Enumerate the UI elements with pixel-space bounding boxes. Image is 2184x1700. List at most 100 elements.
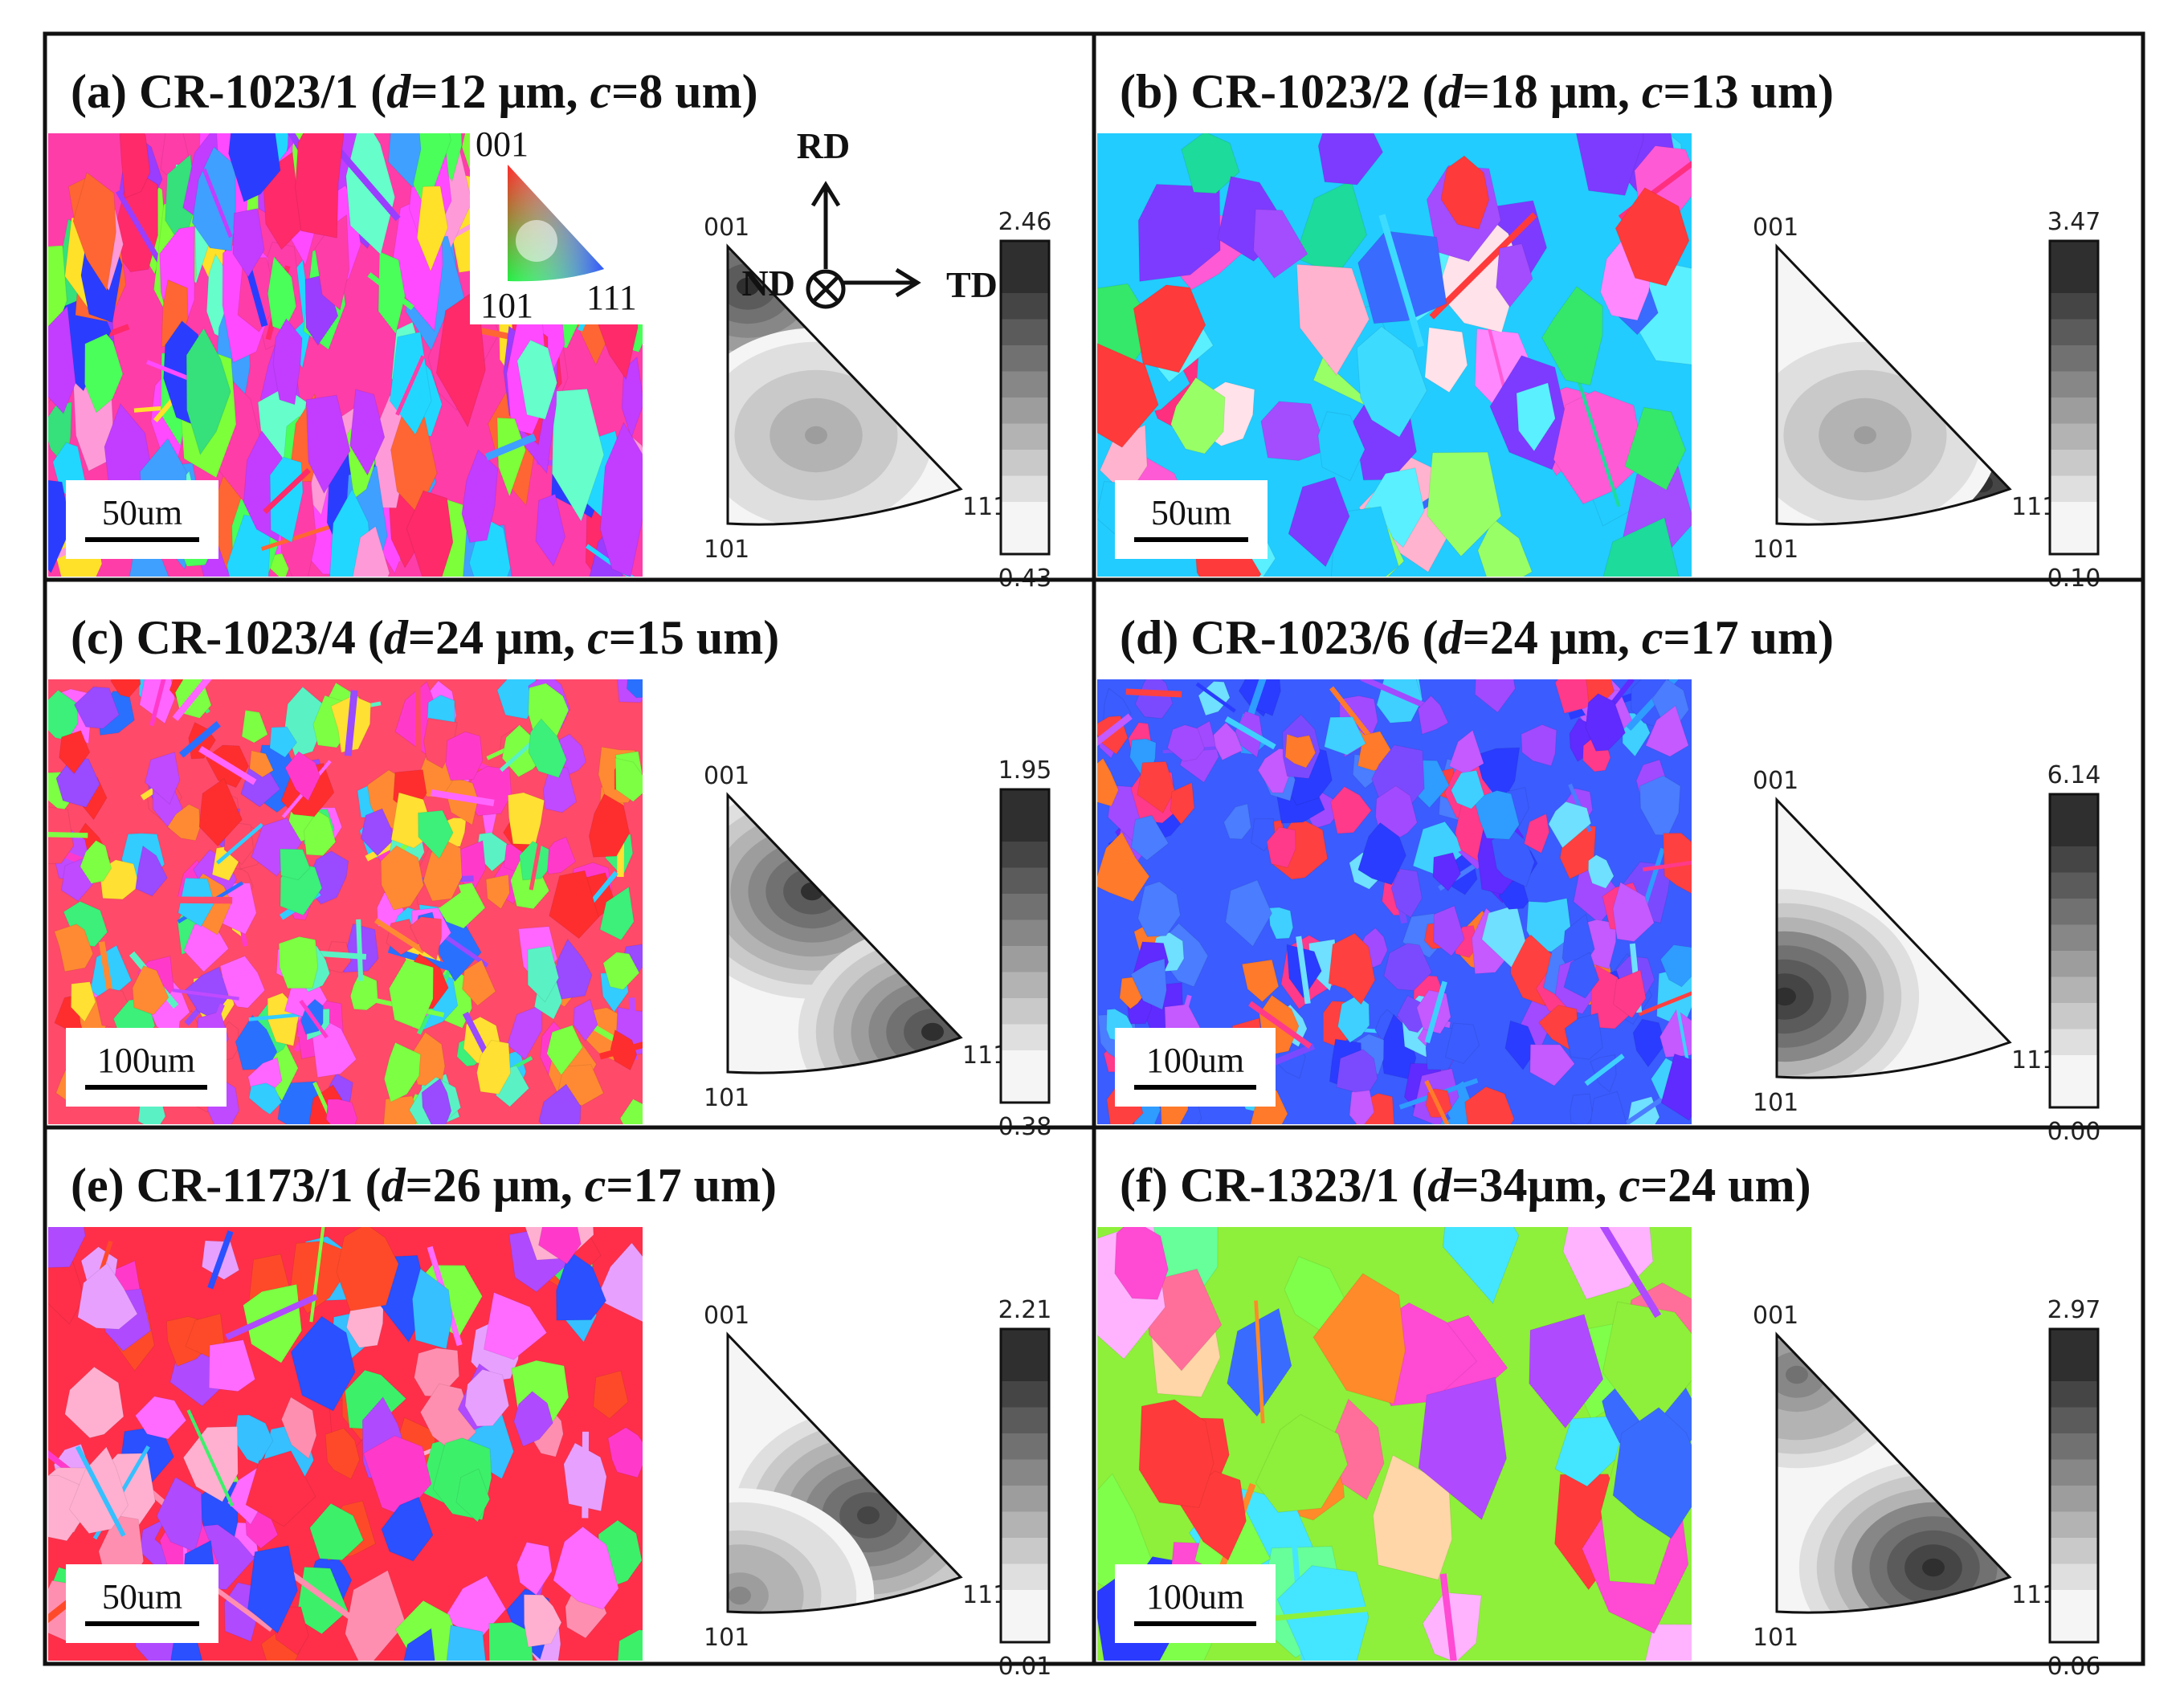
nd-cross-icon (806, 269, 846, 309)
panel-title: (f) CR-1323/1 (d=34μm, c=24 um) (1120, 1159, 1811, 1212)
ipf-label-001: 001 (704, 762, 749, 790)
d-symbol: d (1439, 611, 1463, 664)
axis-td-label: TD (946, 264, 998, 305)
ipf-color-key: 001 101 111 (470, 122, 647, 325)
ipf-outline (726, 1331, 963, 1614)
ipf-label-101: 101 (704, 536, 749, 564)
ipf-label-001: 001 (1753, 767, 1798, 795)
intensity-colorbar: 6.14 0.00 (2047, 761, 2101, 1146)
panel-title: (c) CR-1023/4 (d=24 μm, c=15 um) (71, 611, 779, 664)
c-value: =13 um) (1663, 65, 1834, 118)
ipf-outline (1775, 243, 2012, 526)
colorbar-max-label: 2.21 (998, 1296, 1052, 1324)
scale-bar-label: 100um (1146, 1041, 1244, 1080)
intensity-colorbar: 2.21 0.01 (998, 1296, 1052, 1681)
colorbar-min-label: 0.00 (2047, 1118, 2101, 1146)
ipf-label-101: 101 (1753, 536, 1798, 564)
scale-bar-box (66, 1028, 227, 1107)
pole-contour (1786, 1365, 1808, 1384)
ipf-outline (726, 792, 963, 1074)
intensity-colorbar: 3.470.10 (2047, 208, 2101, 593)
scale-bar-box (1115, 1564, 1276, 1643)
d-value: =26 μm, (406, 1159, 585, 1212)
ebsd-orientation-map (48, 1227, 643, 1661)
ipf-label-101: 101 (704, 1624, 749, 1652)
panel-letter: (d) (1120, 611, 1190, 664)
d-value: =24 μm, (408, 611, 587, 664)
ipf-outline (1775, 797, 2012, 1079)
colorbar-min-label: 0.06 (2047, 1653, 2101, 1681)
sample-axes: RD ND TD (742, 125, 998, 309)
ipf-outline (726, 243, 963, 526)
c-value: =17 um) (1663, 611, 1834, 664)
c-symbol: c (1642, 65, 1664, 118)
panel-c: (c) CR-1023/4 (d=24 μm, c=15 um) 100um 001… (48, 611, 1052, 1141)
scale-bar-label: 50um (102, 1577, 182, 1616)
ipf-label-001: 001 (1753, 214, 1798, 242)
colorbar-max-label: 2.46 (998, 208, 1052, 236)
pole-contour (1922, 1558, 1945, 1577)
d-symbol: d (384, 611, 409, 664)
panel-title: (b) CR-1023/2 (d=18 μm, c=13 um) (1120, 65, 1834, 118)
c-symbol: c (1642, 611, 1664, 664)
pole-contour (921, 1022, 944, 1042)
axis-nd-label: ND (742, 263, 795, 304)
scale-bar-label: 100um (97, 1041, 195, 1080)
ipf-label-101: 101 (1753, 1624, 1798, 1652)
panel-title: (e) CR-1173/1 (d=26 μm, c=17 um) (71, 1159, 777, 1212)
d-value: =24 μm, (1463, 611, 1642, 664)
panel-title: (a) CR-1023/1 (d=12 μm, c=8 um) (71, 65, 758, 118)
panel-letter: (e) (71, 1159, 137, 1212)
pole-contour (857, 1506, 880, 1525)
colorbar-max-label: 1.95 (998, 756, 1052, 785)
scale-bar-box (1115, 480, 1268, 559)
colorbar-max-label: 3.47 (2047, 208, 2101, 236)
panel-d: (d) CR-1023/6 (d=24 μm, c=17 um) 100um 001… (1097, 611, 2101, 1146)
panel-sample-name: CR-1323/1 ( (1180, 1159, 1427, 1212)
d-value: =12 μm, (410, 65, 590, 118)
ipf-label-101: 101 (1753, 1089, 1798, 1117)
panels-group: (a) CR-1023/1 (d=12 μm, c=8 um) 50um 001 10… (48, 65, 2101, 1681)
ipf-label-101: 101 (704, 1084, 749, 1112)
d-symbol: d (386, 65, 411, 118)
intensity-colorbar: 2.97 0.06 (2047, 1296, 2101, 1681)
panel-letter: (b) (1120, 65, 1190, 118)
c-symbol: c (1619, 1159, 1640, 1212)
figure-frame (43, 31, 2145, 1666)
d-symbol: d (1427, 1159, 1452, 1212)
panel-sample-name: CR-1023/6 ( (1190, 611, 1438, 664)
ipf-outline (1775, 1331, 2012, 1614)
scale-bar-label: 100um (1146, 1577, 1244, 1616)
pole-contour (729, 1586, 751, 1605)
c-symbol: c (590, 65, 611, 118)
panel-letter: (f) (1120, 1159, 1180, 1212)
panel-a: (a) CR-1023/1 (d=12 μm, c=8 um) 50um 001 10… (48, 65, 1052, 593)
c-symbol: c (585, 1159, 606, 1212)
key-label-111: 111 (586, 278, 637, 317)
d-value: =18 μm, (1463, 65, 1642, 118)
pole-contour (737, 277, 759, 296)
panel-sample-name: CR-1023/2 ( (1190, 65, 1438, 118)
scale-bar-label: 50um (102, 493, 182, 532)
pole-contour (1854, 426, 1876, 445)
panel-title: (d) CR-1023/6 (d=24 μm, c=17 um) (1120, 611, 1834, 664)
c-value: =15 um) (609, 611, 780, 664)
d-symbol: d (1439, 65, 1463, 118)
c-symbol: c (587, 611, 609, 664)
panel-letter: (c) (71, 611, 137, 664)
colorbar-max-label: 2.97 (2047, 1296, 2101, 1324)
panel-sample-name: CR-1173/1 ( (137, 1159, 382, 1212)
panel-f: (f) CR-1323/1 (d=34μm, c=24 um) 100um 001 1… (1097, 1159, 2101, 1681)
scale-bar-box (1115, 1028, 1276, 1107)
axis-rd-label: RD (797, 125, 850, 166)
colorbar-min-label: 0.01 (998, 1653, 1052, 1681)
d-value: =34μm, (1451, 1159, 1619, 1212)
key-label-001: 001 (476, 124, 529, 164)
c-value: =17 um) (606, 1159, 777, 1212)
key-label-101: 101 (480, 286, 533, 325)
ipf-label-001: 001 (704, 1302, 749, 1330)
d-symbol: d (382, 1159, 406, 1212)
panel-b: (b) CR-1023/2 (d=18 μm, c=13 um) 50um 001 1… (1097, 65, 2101, 593)
